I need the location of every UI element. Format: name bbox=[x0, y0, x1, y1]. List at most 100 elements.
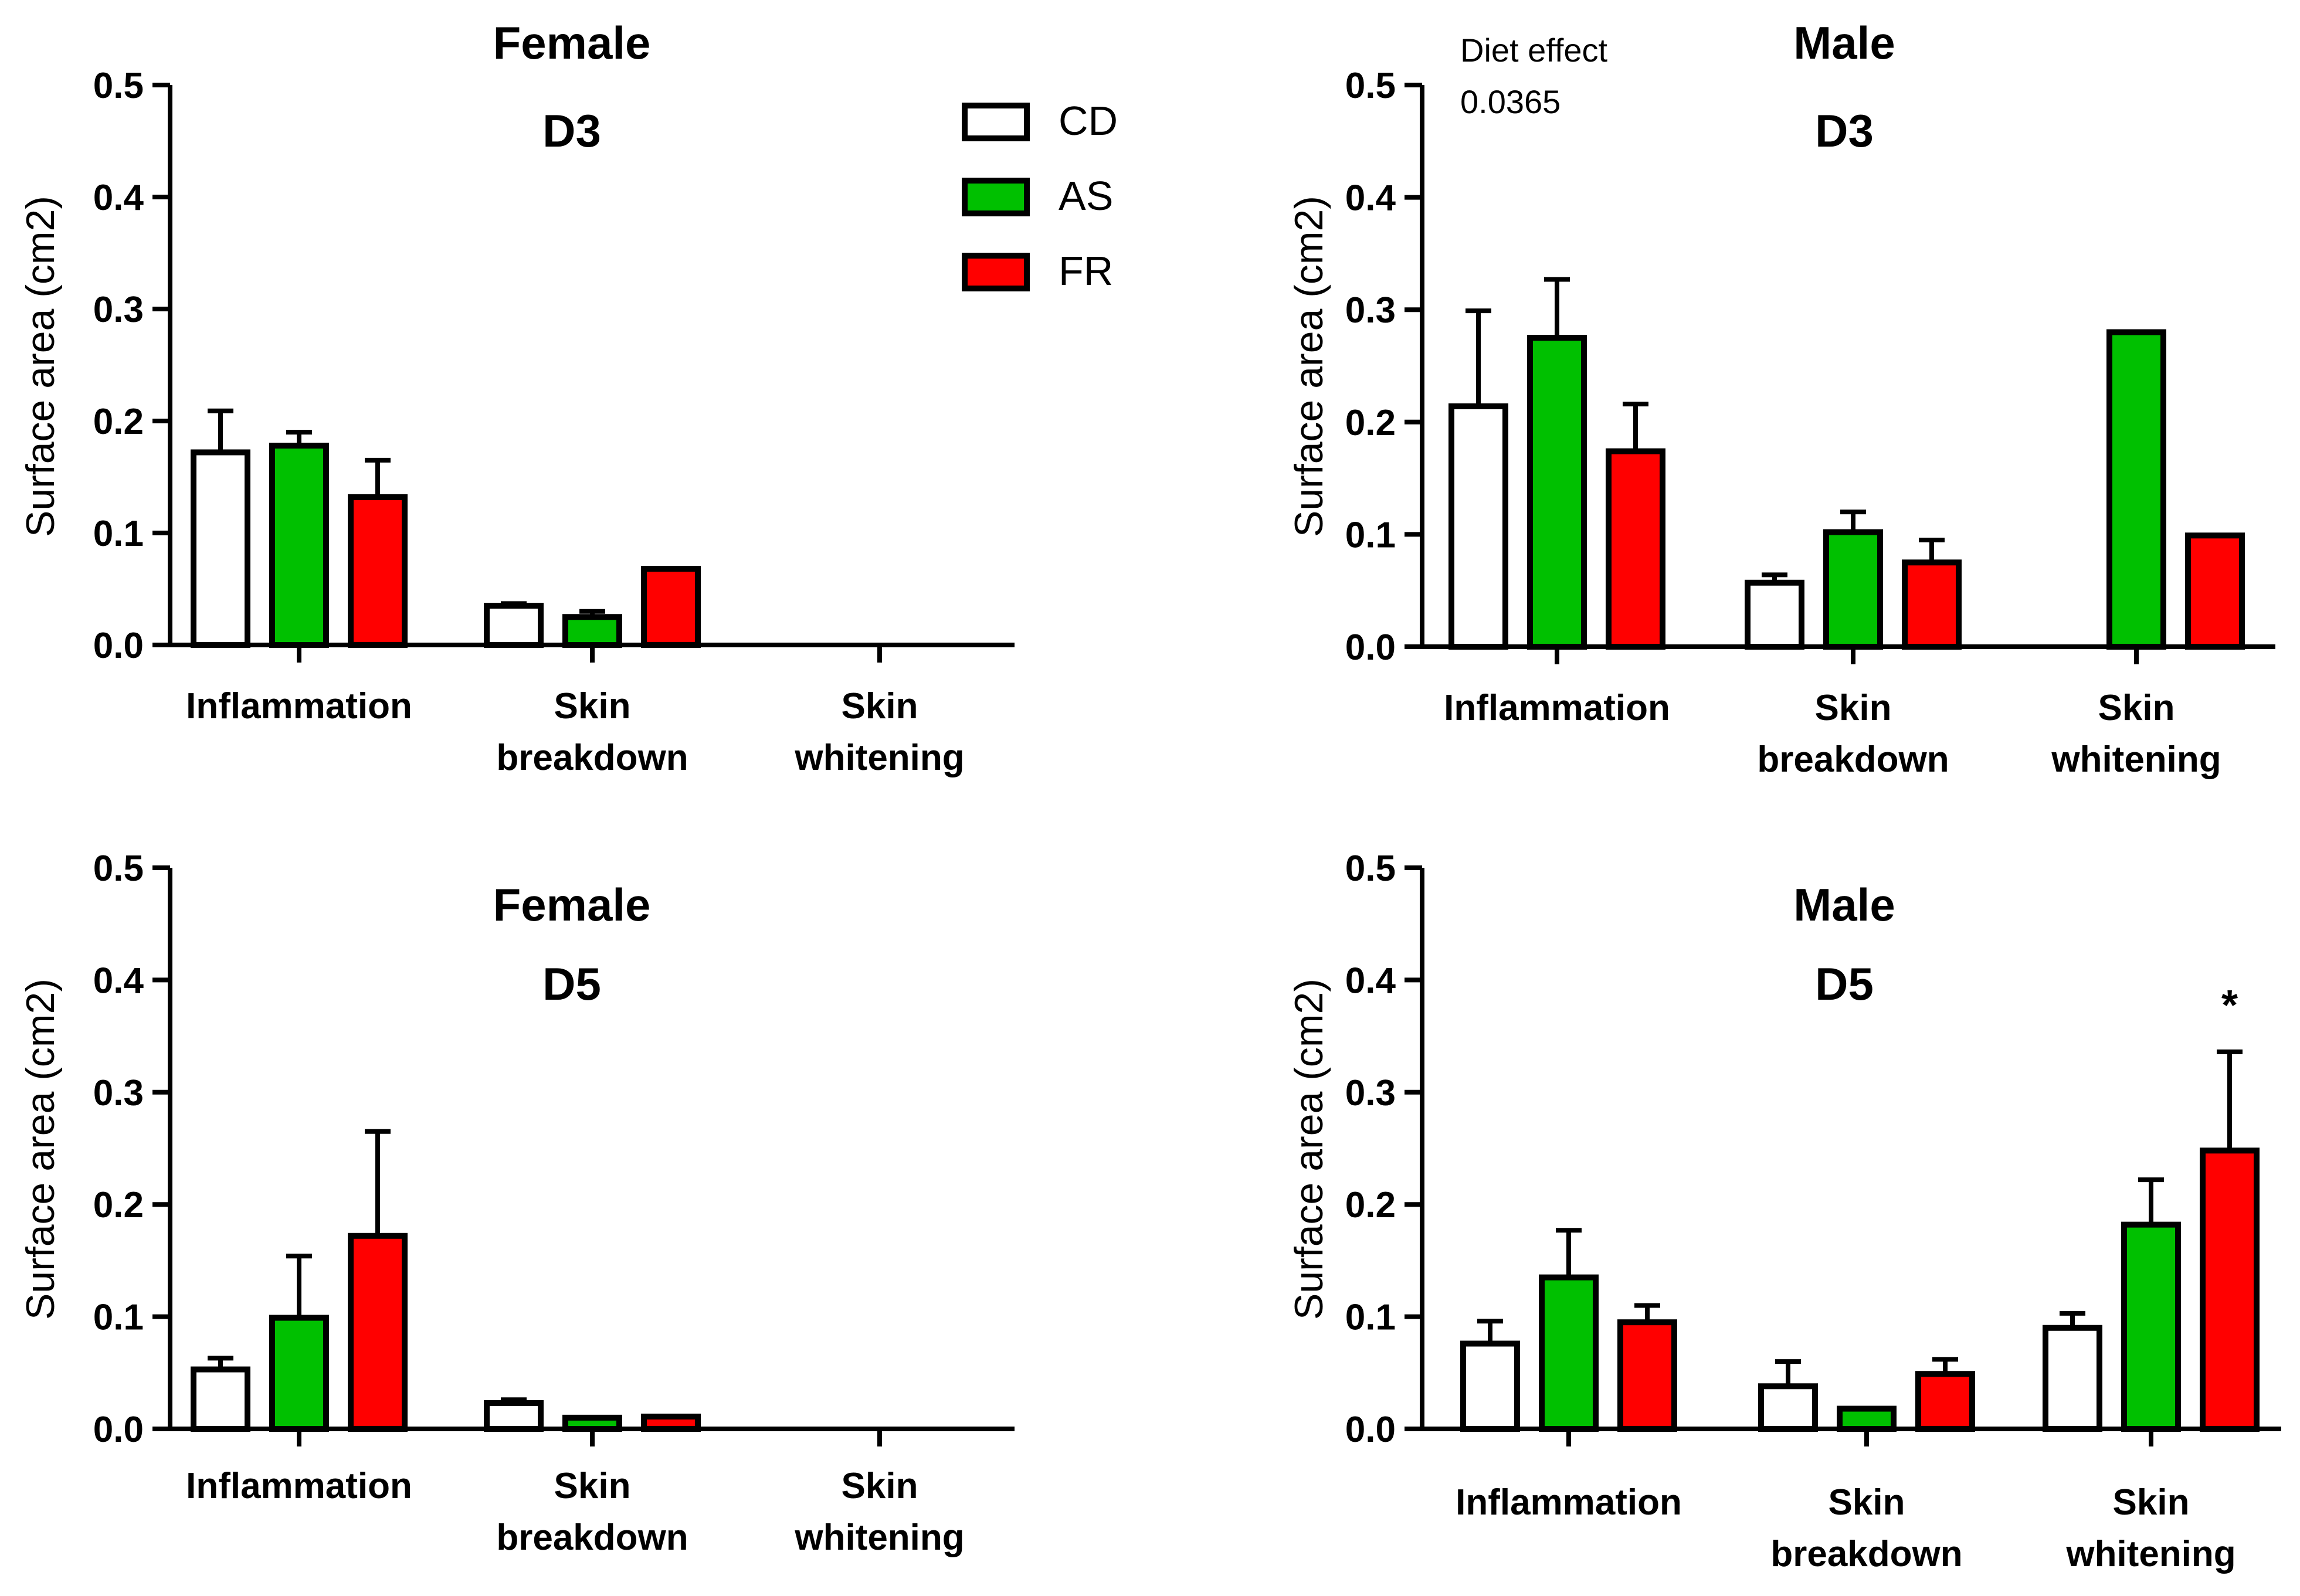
y-tick-label: 0.5 bbox=[1345, 66, 1396, 106]
bar-fr bbox=[1606, 448, 1665, 650]
category-label: Inflammation bbox=[1444, 688, 1670, 728]
bar-fr bbox=[641, 1413, 701, 1432]
chart-subtitle: D5 bbox=[542, 958, 601, 1010]
bar-fr bbox=[1617, 1319, 1677, 1432]
category-label: Skin bbox=[554, 1466, 631, 1506]
y-tick-label: 0.4 bbox=[93, 960, 144, 1001]
chart-panel-1: 0.0 0.1 0.2 0.3 0.4 0.5 Surface area (cm2) Fema… bbox=[18, 17, 1015, 778]
category-label: Skin bbox=[842, 686, 918, 726]
y-tick-label: 0.2 bbox=[93, 402, 144, 442]
y-tick-label: 0.2 bbox=[1345, 1185, 1396, 1225]
category-label: Skin bbox=[554, 686, 631, 726]
bar-cd bbox=[484, 1400, 544, 1432]
category-label: whitening bbox=[2051, 739, 2221, 780]
bar-as bbox=[1823, 529, 1883, 650]
legend: CD AS FR bbox=[962, 98, 1118, 294]
y-tick-label: 0.0 bbox=[1345, 627, 1396, 668]
y-tick-label: 0.0 bbox=[93, 626, 144, 666]
category-label: Skin bbox=[842, 1466, 918, 1506]
bar-cd bbox=[2043, 1325, 2102, 1432]
y-tick-label: 0.1 bbox=[1345, 1298, 1396, 1338]
bar-cd bbox=[1745, 579, 1804, 650]
category-label: Skin bbox=[1815, 688, 1892, 728]
y-tick-label: 0.1 bbox=[1345, 515, 1396, 555]
bar-as bbox=[2121, 1221, 2181, 1432]
bar-fr bbox=[348, 494, 408, 648]
category-label: Skin bbox=[2113, 1482, 2190, 1523]
bar-fr bbox=[1902, 559, 1962, 650]
category-label: Skin bbox=[2098, 688, 2175, 728]
y-axis-label: Surface area (cm2) bbox=[1287, 979, 1331, 1320]
bar-cd bbox=[484, 603, 544, 648]
legend-swatch-as bbox=[962, 178, 1030, 216]
category-label: breakdown bbox=[1757, 739, 1949, 780]
legend-swatch-fr bbox=[962, 253, 1030, 291]
bar-as bbox=[269, 443, 329, 648]
category-label: Skin bbox=[1829, 1482, 1905, 1523]
bar-cd bbox=[1448, 403, 1508, 650]
category-label: Inflammation bbox=[186, 686, 412, 726]
y-tick-label: 0.5 bbox=[93, 66, 144, 106]
y-tick-label: 0.4 bbox=[1345, 960, 1396, 1001]
y-tick-label: 0.1 bbox=[93, 514, 144, 554]
chart-panel-2: 0.0 0.1 0.2 0.3 0.4 0.5 Surface area (cm2) Male… bbox=[1287, 17, 2275, 780]
bar-cd bbox=[191, 1366, 250, 1432]
bar-cd bbox=[1460, 1340, 1520, 1432]
category-label: whitening bbox=[2065, 1534, 2235, 1574]
category-label: breakdown bbox=[496, 738, 688, 778]
y-tick-label: 0.0 bbox=[93, 1410, 144, 1450]
bar-fr bbox=[1915, 1371, 1975, 1432]
significance-marker: * bbox=[2221, 982, 2238, 1029]
category-label: breakdown bbox=[496, 1517, 688, 1558]
y-tick-label: 0.3 bbox=[93, 1073, 144, 1113]
y-tick-label: 0.2 bbox=[93, 1185, 144, 1225]
annotation-text: 0.0365 bbox=[1460, 83, 1561, 120]
category-label: Inflammation bbox=[186, 1466, 412, 1506]
legend-label-cd: CD bbox=[1059, 98, 1118, 144]
y-tick-label: 0.5 bbox=[1345, 848, 1396, 889]
chart-title: Male bbox=[1793, 879, 1895, 931]
category-label: breakdown bbox=[1770, 1534, 1962, 1574]
y-tick-label: 0.4 bbox=[93, 178, 144, 218]
y-tick-label: 0.0 bbox=[1345, 1410, 1396, 1450]
y-axis-label: Surface area (cm2) bbox=[1287, 196, 1331, 537]
bar-cd bbox=[191, 449, 250, 648]
legend-label-as: AS bbox=[1059, 173, 1113, 219]
chart-subtitle: D3 bbox=[1815, 105, 1874, 157]
chart-panel-4: 0.0 0.1 0.2 0.3 0.4 0.5 Surface area (cm2) Male… bbox=[1287, 848, 2281, 1574]
chart-panel-3: 0.0 0.1 0.2 0.3 0.4 0.5 Surface area (cm2) Fema… bbox=[18, 848, 1015, 1558]
y-tick-label: 0.3 bbox=[93, 290, 144, 330]
y-tick-label: 0.1 bbox=[93, 1298, 144, 1338]
y-axis-label: Surface area (cm2) bbox=[18, 979, 63, 1320]
bar-fr bbox=[348, 1232, 408, 1432]
bar-fr bbox=[2200, 1147, 2260, 1432]
chart-subtitle: D3 bbox=[542, 105, 601, 157]
bar-fr bbox=[2185, 532, 2245, 650]
bar-as bbox=[1539, 1274, 1599, 1432]
category-label: Inflammation bbox=[1456, 1482, 1682, 1523]
y-tick-label: 0.4 bbox=[1345, 178, 1396, 219]
bar-as bbox=[1837, 1405, 1897, 1432]
bar-as bbox=[1527, 335, 1587, 650]
chart-title: Female bbox=[493, 879, 651, 931]
category-label: whitening bbox=[794, 738, 964, 778]
chart-title: Female bbox=[493, 17, 651, 69]
bar-fr bbox=[641, 566, 701, 648]
category-label: whitening bbox=[794, 1517, 964, 1558]
y-tick-label: 0.2 bbox=[1345, 403, 1396, 443]
y-tick-label: 0.3 bbox=[1345, 1073, 1396, 1113]
bar-as bbox=[269, 1315, 329, 1432]
chart-subtitle: D5 bbox=[1815, 958, 1874, 1010]
bar-as bbox=[2106, 329, 2166, 650]
legend-swatch-cd bbox=[962, 103, 1030, 141]
y-tick-label: 0.5 bbox=[93, 848, 144, 889]
bar-as bbox=[562, 614, 622, 648]
chart-title: Male bbox=[1793, 17, 1895, 69]
y-tick-label: 0.3 bbox=[1345, 290, 1396, 331]
bar-cd bbox=[1758, 1383, 1818, 1432]
y-axis-label: Surface area (cm2) bbox=[18, 196, 63, 537]
legend-label-fr: FR bbox=[1059, 248, 1113, 294]
bar-as bbox=[562, 1414, 622, 1432]
annotation-text: Diet effect bbox=[1460, 32, 1608, 69]
